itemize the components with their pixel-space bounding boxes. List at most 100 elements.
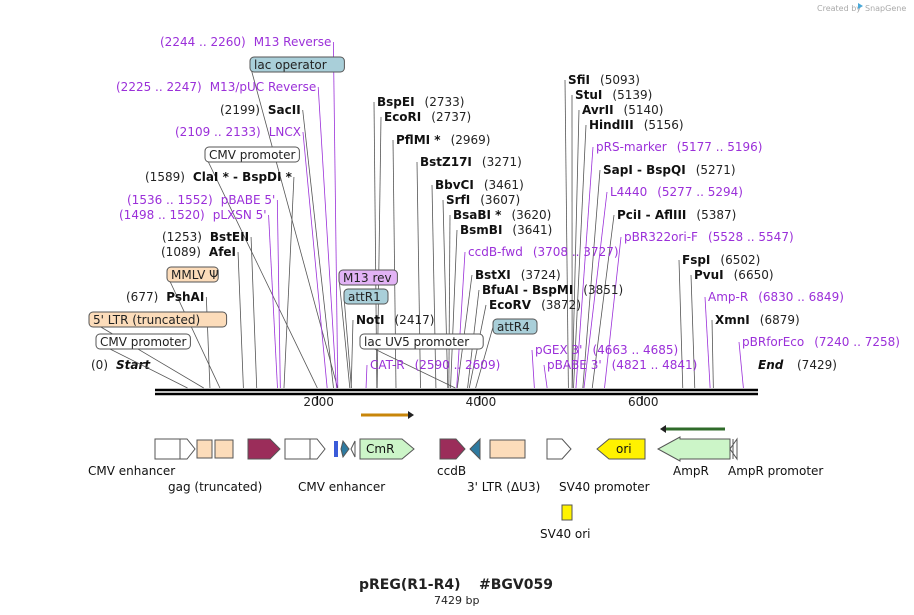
- feature-maroon-cds[interactable]: [247, 438, 281, 460]
- label-name: PflMI *: [396, 133, 441, 147]
- label-cmv-promoter[interactable]: CMV promoter: [204, 146, 300, 163]
- feature-sv40-promoter[interactable]: [546, 438, 572, 460]
- label-amp-r[interactable]: Amp-R (6830 .. 6849): [708, 290, 844, 304]
- feature-lac-operator-mark[interactable]: [334, 441, 338, 457]
- leader-line: [338, 277, 351, 389]
- feature-attr4-mark[interactable]: [469, 437, 481, 461]
- label-pvui[interactable]: PvuI (6650): [694, 268, 774, 282]
- feature-label-cmv-enhancer: CMV enhancer: [88, 464, 175, 478]
- feature-sv40-ori[interactable]: [561, 504, 573, 521]
- label-cmv-promoter[interactable]: CMV promoter: [95, 333, 191, 350]
- label-bspei[interactable]: BspEI (2733): [377, 95, 464, 109]
- feature-cmv-enhancer-2[interactable]: [284, 438, 326, 460]
- label-pshai[interactable]: (677) PshAI: [126, 290, 204, 304]
- label-hindiii[interactable]: HindIII (5156): [589, 118, 684, 132]
- label-bbvci[interactable]: BbvCI (3461): [435, 178, 524, 192]
- label-pcii-afliii[interactable]: PciI - AflIII (5387): [617, 208, 736, 222]
- feature-ccdb[interactable]: [439, 438, 466, 460]
- label-bsteii[interactable]: (1253) BstEII: [162, 230, 249, 244]
- leader-line: [448, 214, 451, 389]
- label-pos: (2244 .. 2260): [160, 35, 246, 49]
- feature-attr1-mark[interactable]: [340, 439, 350, 459]
- label-5-ltr-truncated-[interactable]: 5' LTR (truncated): [88, 311, 228, 328]
- label-name: pRS-marker: [596, 140, 667, 154]
- label-sacii[interactable]: (2199) SacII: [220, 103, 301, 117]
- label-name: MMLV Ψ: [171, 268, 219, 282]
- feature-gag-box[interactable]: [214, 439, 234, 459]
- label-name: HindIII: [589, 118, 634, 132]
- feature-ori[interactable]: [596, 438, 646, 460]
- label-name: SapI - BspQI: [603, 163, 686, 177]
- label-box: [359, 333, 484, 350]
- label-noti[interactable]: NotI (2417): [356, 313, 434, 327]
- leader-line: [250, 236, 258, 389]
- label-pos: (5387): [696, 208, 736, 222]
- label-name: lac UV5 promoter: [364, 335, 469, 349]
- label-sfii[interactable]: SfiI (5093): [568, 73, 640, 87]
- label-pos: (1589): [145, 170, 185, 184]
- label-ecorv[interactable]: EcoRV (3872): [489, 298, 581, 312]
- label-name: pLXSN 5': [213, 208, 267, 222]
- label-pgex-3-[interactable]: pGEX 3' (4663 .. 4685): [535, 343, 678, 357]
- feature-label-cmr: CmR: [366, 442, 394, 456]
- label-pbabe-5-[interactable]: (1536 .. 1552) pBABE 5': [127, 193, 275, 207]
- label-attr1[interactable]: attR1: [343, 288, 389, 305]
- feature-label-ampr-promoter: AmpR promoter: [728, 464, 823, 478]
- label-pbabe-3-[interactable]: pBABE 3' (4821 .. 4841): [547, 358, 697, 372]
- label-pos: (5140): [624, 103, 664, 117]
- feature-ampr[interactable]: [656, 436, 731, 462]
- feature-5ltr-box[interactable]: [196, 439, 213, 459]
- feature-cmr[interactable]: [359, 438, 415, 460]
- label-sapi-bspqi[interactable]: SapI - BspQI (5271): [603, 163, 736, 177]
- label-prs-marker[interactable]: pRS-marker (5177 .. 5196): [596, 140, 762, 154]
- label-clai-bspdi-[interactable]: (1589) ClaI * - BspDI *: [145, 170, 293, 184]
- label-m13-reverse[interactable]: (2244 .. 2260) M13 Reverse: [160, 35, 331, 49]
- label-name: XmnI: [715, 313, 750, 327]
- label-name: pBABE 5': [221, 193, 276, 207]
- leader-line: [591, 214, 615, 389]
- label-pos: (3724): [521, 268, 561, 282]
- label-avrii[interactable]: AvrII (5140): [582, 103, 663, 117]
- label-bfuai-bspmi[interactable]: BfuAI - BspMI (3851): [482, 283, 623, 297]
- label-pos: (2969): [451, 133, 491, 147]
- label-afei[interactable]: (1089) AfeI: [161, 245, 236, 259]
- label-xmni[interactable]: XmnI (6879): [715, 313, 800, 327]
- label-name: ccdB-fwd: [468, 245, 523, 259]
- label-pflmi-[interactable]: PflMI * (2969): [396, 133, 490, 147]
- label-lncx[interactable]: (2109 .. 2133) LNCX: [175, 125, 301, 139]
- feature-promoter-mark[interactable]: [350, 440, 356, 458]
- label-srfi[interactable]: SrfI (3607): [446, 193, 520, 207]
- label-stui[interactable]: StuI (5139): [575, 88, 652, 102]
- label-name: EcoRI: [384, 110, 421, 124]
- label-m13-rev[interactable]: M13 rev: [338, 269, 398, 286]
- label-mmlv-[interactable]: MMLV Ψ: [166, 266, 219, 283]
- feature-label-ori: ori: [616, 442, 632, 456]
- label-bsabi-[interactable]: BsaBI * (3620): [453, 208, 551, 222]
- leader-line: [690, 274, 696, 389]
- label-bstxi[interactable]: BstXI (3724): [475, 268, 561, 282]
- label-m13-puc-reverse[interactable]: (2225 .. 2247) M13/pUC Reverse: [116, 80, 316, 94]
- feature-cmv-enhancer[interactable]: [154, 438, 196, 460]
- leader-line: [531, 349, 535, 389]
- leader-line: [738, 341, 744, 389]
- label-plxsn-5-[interactable]: (1498 .. 1520) pLXSN 5': [119, 208, 267, 222]
- label-attr4[interactable]: attR4: [492, 318, 538, 335]
- label-lac-uv5-promoter[interactable]: lac UV5 promoter: [359, 333, 484, 350]
- label-ecori[interactable]: EcoRI (2737): [384, 110, 471, 124]
- label-bstz17i[interactable]: BstZ17I (3271): [420, 155, 522, 169]
- label-l4440[interactable]: L4440 (5277 .. 5294): [610, 185, 743, 199]
- label-pbrforeco[interactable]: pBRforEco (7240 .. 7258): [742, 335, 900, 349]
- feature-3ltr[interactable]: [489, 439, 526, 459]
- plasmid-id: #BGV059: [479, 577, 553, 593]
- leader-line: [302, 109, 334, 389]
- label-bsmbi[interactable]: BsmBI (3641): [460, 223, 552, 237]
- label-pos: (3620): [511, 208, 551, 222]
- label-cat-r[interactable]: CAT-R (2590 .. 2609): [370, 358, 500, 372]
- start-label: (0) Start: [91, 358, 151, 372]
- label-pbr322ori-f[interactable]: pBR322ori-F (5528 .. 5547): [624, 230, 794, 244]
- label-ccdb-fwd[interactable]: ccdB-fwd (3708 .. 3727): [468, 245, 619, 259]
- label-fspi[interactable]: FspI (6502): [682, 253, 760, 267]
- label-lac-operator[interactable]: lac operator: [249, 56, 345, 73]
- label-box: [166, 266, 219, 283]
